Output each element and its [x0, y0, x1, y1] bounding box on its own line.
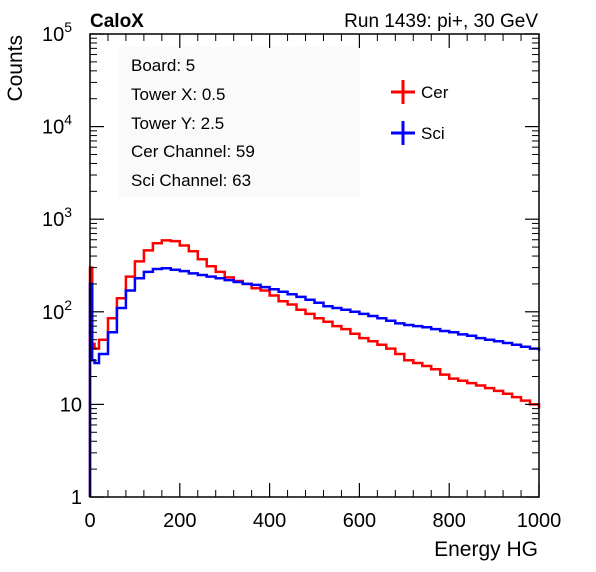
info-tower-y: Tower Y: 2.5 [131, 114, 224, 133]
x-tick-label: 400 [253, 510, 286, 532]
y-tick-label: 104 [42, 112, 72, 139]
series-line-cer [88, 239, 541, 497]
info-sci-channel: Sci Channel: 63 [131, 171, 251, 190]
legend-label-sci: Sci [421, 124, 445, 143]
plot-frame [89, 33, 540, 498]
x-axis-title: Energy HG [434, 538, 538, 561]
y-tick-label: 1 [71, 487, 82, 509]
legend: Cer Sci [391, 80, 449, 145]
y-tick-label: 102 [42, 297, 72, 324]
series-line-sci [88, 267, 541, 497]
y-tick-label: 10 [60, 394, 82, 416]
legend-marker-cer [391, 80, 415, 104]
info-board: Board: 5 [131, 56, 195, 75]
legend-label-cer: Cer [421, 83, 449, 102]
x-tick-label: 600 [343, 510, 376, 532]
y-tick-label: 105 [42, 19, 72, 46]
experiment-label: CaloX [90, 11, 144, 32]
x-tick-label: 1000 [517, 510, 562, 532]
series-layer [88, 239, 541, 497]
x-tick-label: 0 [84, 510, 95, 532]
x-tick-label: 200 [163, 510, 196, 532]
legend-marker-sci [391, 121, 415, 145]
x-tick-label: 800 [433, 510, 466, 532]
run-info-label: Run 1439: pi+, 30 GeV [344, 11, 538, 32]
info-box [118, 47, 360, 197]
axis-layer: 0 200 400 600 800 1000 1 10 102 103 104 105 [42, 19, 561, 532]
y-axis-title: Counts [4, 35, 27, 102]
info-cer-channel: Cer Channel: 59 [131, 142, 255, 161]
info-tower-x: Tower X: 0.5 [131, 85, 226, 104]
y-tick-label: 103 [42, 204, 72, 231]
